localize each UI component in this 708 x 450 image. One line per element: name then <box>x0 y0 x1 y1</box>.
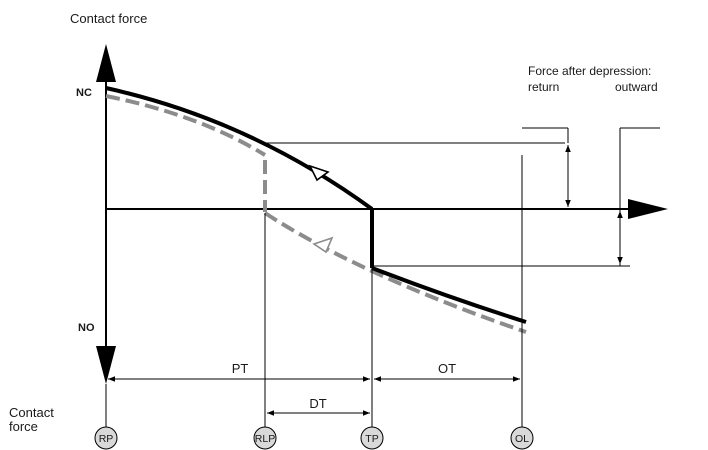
contact-force-line1: Contact <box>9 405 54 420</box>
y-axis-title: Contact force <box>70 11 147 26</box>
ol-label: OL <box>515 433 529 445</box>
pt-label: PT <box>232 361 249 376</box>
force-after-title: Force after depression: <box>528 64 651 78</box>
ol-marker: OL <box>510 426 534 450</box>
rlp-marker: RLP <box>253 426 277 450</box>
outward-label: outward <box>615 80 658 94</box>
y-axis-down-arrow <box>96 346 116 384</box>
actuation-direction-arrow <box>308 164 330 182</box>
no-label: NO <box>78 322 95 334</box>
rp-label: RP <box>99 433 114 445</box>
actuation-curve-lower <box>371 266 527 324</box>
release-curve-upper <box>105 94 267 157</box>
nc-label: NC <box>76 87 92 99</box>
rp-marker: RP <box>94 426 118 450</box>
rlp-label: RLP <box>255 433 275 445</box>
dt-label: DT <box>309 396 326 411</box>
contact-force-line2: force <box>9 419 38 434</box>
y-axis-up-arrow <box>96 44 116 82</box>
release-direction-arrow <box>312 236 334 254</box>
tp-marker: TP <box>360 426 384 450</box>
ot-label: OT <box>438 361 456 376</box>
tp-label: TP <box>365 433 378 445</box>
actuation-curve-upper <box>105 86 374 211</box>
x-axis-arrow <box>628 199 668 219</box>
return-label: return <box>528 80 559 94</box>
release-curve-lower <box>263 211 527 334</box>
